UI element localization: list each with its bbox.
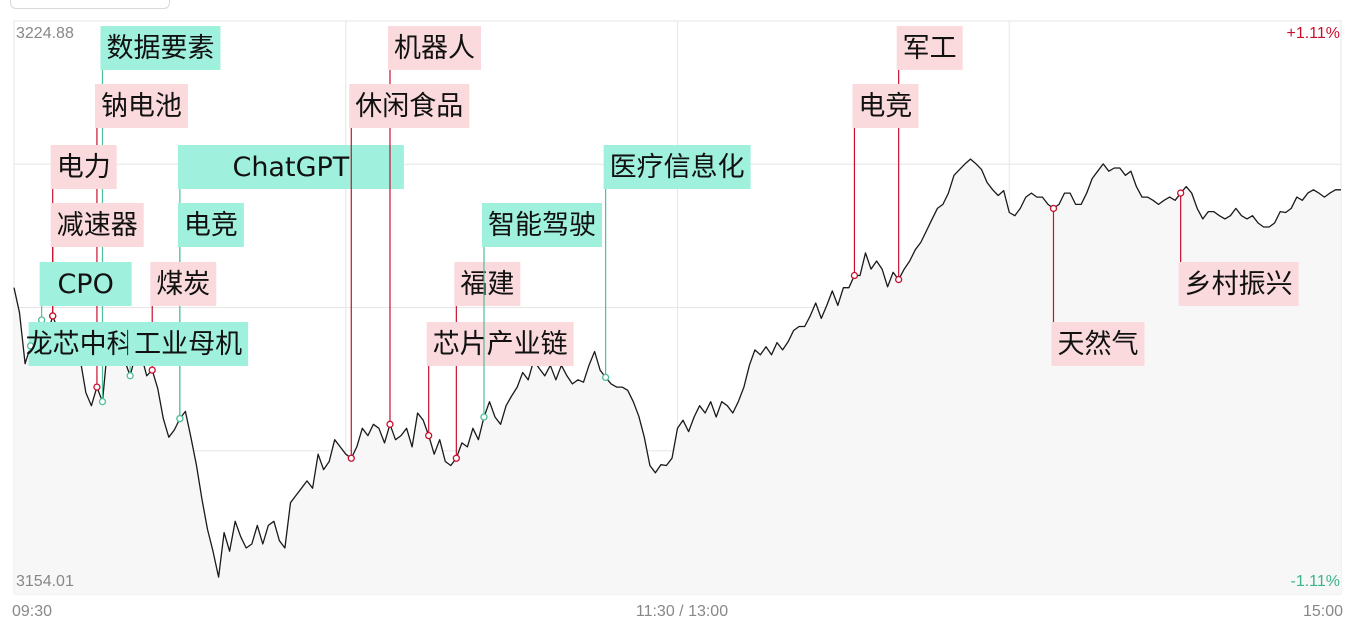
annotation-marker <box>148 366 156 374</box>
annotation-marker <box>93 383 101 391</box>
annotation-box <box>177 203 244 247</box>
annotation-tag: 乡村振兴 <box>1177 189 1299 306</box>
annotation-tag: ChatGPT <box>176 145 404 423</box>
annotation-box <box>1051 322 1145 366</box>
annotation-box <box>603 145 751 189</box>
annotation-box <box>50 145 117 189</box>
annotation-tag: 休闲食品 <box>347 84 470 462</box>
annotation-box <box>896 26 963 70</box>
annotation-marker <box>452 454 460 462</box>
axis-labels: 3224.88 3154.01 +1.11% -1.11% 09:30 11:3… <box>12 25 1343 620</box>
annotation-box <box>150 262 217 306</box>
annotation-marker <box>480 413 488 421</box>
annotation-box <box>1178 262 1299 306</box>
annotation-box <box>852 84 919 128</box>
x-tick-start: 09:30 <box>12 603 52 620</box>
annotation-label: 乡村振兴 <box>1185 269 1293 300</box>
annotation-marker <box>895 275 903 284</box>
annotation-label: 电竞 <box>184 210 238 241</box>
annotation-tag: CPO <box>37 262 132 324</box>
annotation-label: 福建 <box>460 269 514 300</box>
annotation-tag: 医疗信息化 <box>601 145 751 382</box>
annotation-box <box>50 203 144 247</box>
annotation-marker <box>347 454 355 462</box>
annotation-box <box>100 26 221 70</box>
annotation-tag: 天然气 <box>1049 204 1145 366</box>
annotation-label: 龙芯中科 <box>26 329 134 360</box>
annotation-label: 芯片产业链 <box>433 329 568 360</box>
annotation-label: 医疗信息化 <box>610 152 745 183</box>
annotation-box <box>128 322 249 366</box>
area-polygon <box>14 159 1341 594</box>
annotation-tag: 龙芯中科 <box>26 322 134 366</box>
annotation-marker <box>176 414 184 423</box>
annotation-box <box>177 145 404 189</box>
annotation-tag: 电竞 <box>850 84 919 280</box>
annotation-tag: 机器人 <box>386 26 481 428</box>
annotation-tag: 福建 <box>452 262 521 462</box>
annotation-label: 工业母机 <box>134 329 242 360</box>
annotation-tag: 工业母机 <box>126 322 249 380</box>
annotation-label: 煤炭 <box>156 269 210 300</box>
x-tick-end: 15:00 <box>1303 603 1343 620</box>
annotation-label: 军工 <box>903 33 957 64</box>
y-min-pct-label: -1.11% <box>1290 573 1340 590</box>
y-min-label: 3154.01 <box>16 573 74 590</box>
annotation-label: 数据要素 <box>106 33 214 64</box>
price-polyline <box>13 158 1341 578</box>
annotation-label: 电力 <box>57 152 111 183</box>
annotation-tag: 芯片产业链 <box>425 322 574 440</box>
annotation-label: 智能驾驶 <box>488 210 596 241</box>
area-fill <box>14 159 1341 594</box>
annotation-marker <box>1049 204 1058 213</box>
x-tick-mid: 11:30 / 13:00 <box>636 603 728 620</box>
annotation-label: 电竞 <box>858 91 912 122</box>
annotation-marker <box>26 342 35 350</box>
annotation-label: 休闲食品 <box>355 91 463 122</box>
annotation-marker <box>850 271 859 280</box>
annotation-tag: 电竞 <box>176 203 244 423</box>
annotation-box <box>454 262 521 306</box>
annotation-marker <box>98 398 107 406</box>
annotation-tag: 智能驾驶 <box>480 203 602 421</box>
annotation-label: CPO <box>57 269 113 300</box>
annotation-label: 减速器 <box>57 210 138 241</box>
annotation-marker <box>126 372 134 380</box>
annotation-box <box>426 322 574 366</box>
annotation-label: 钠电池 <box>101 91 182 122</box>
annotation-box <box>28 322 131 366</box>
annotation-label: 天然气 <box>1057 329 1138 360</box>
annotation-label: ChatGPT <box>232 152 349 183</box>
y-max-label: 3224.88 <box>16 25 74 42</box>
annotation-box <box>94 84 188 128</box>
annotation-box <box>39 262 132 306</box>
top-tab[interactable] <box>10 0 170 9</box>
annotation-tag: 减速器 <box>49 203 144 320</box>
annotation-box <box>349 84 470 128</box>
annotation-box <box>387 26 481 70</box>
annotation-tag: 煤炭 <box>148 262 217 374</box>
annotation-tag: 电力 <box>49 145 117 320</box>
annotation-marker <box>386 420 394 428</box>
annotation-marker <box>49 312 57 320</box>
price-line <box>13 158 1341 578</box>
annotation-label: 机器人 <box>394 33 475 64</box>
annotation-marker <box>1177 189 1185 197</box>
annotation-marker <box>601 373 610 382</box>
y-max-pct-label: +1.11% <box>1286 25 1340 42</box>
annotation-marker <box>425 431 433 440</box>
annotation-box <box>481 203 602 247</box>
annotation-tag: 钠电池 <box>93 84 188 391</box>
